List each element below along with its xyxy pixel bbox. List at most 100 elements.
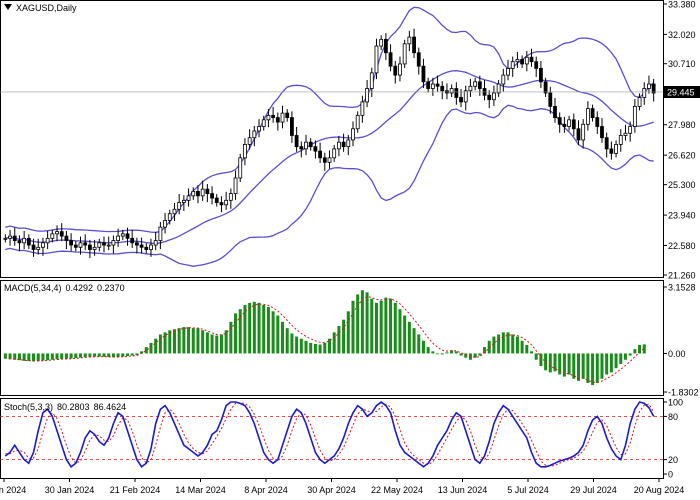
- candle-body: [548, 92, 553, 107]
- macd-histogram-bar: [638, 345, 642, 354]
- macd-histogram-bar: [107, 353, 111, 358]
- candle-body: [515, 59, 520, 63]
- macd-histogram-bar: [313, 343, 317, 354]
- macd-histogram-bar: [506, 332, 510, 354]
- macd-histogram-bar: [111, 353, 115, 358]
- candle-body: [186, 195, 191, 201]
- candle-body: [252, 130, 257, 139]
- macd-histogram-bar: [144, 347, 148, 354]
- x-tick-label: 5 Jul 2024: [507, 485, 549, 495]
- macd-histogram-bar: [304, 340, 308, 354]
- candle-body: [426, 81, 431, 89]
- candle-body: [313, 146, 318, 152]
- stoch-label: Stoch(5,3,3): [4, 402, 54, 412]
- macd-histogram-bar: [483, 347, 487, 354]
- macd-histogram-bar: [182, 327, 186, 354]
- candle-body: [266, 114, 271, 121]
- macd-label: MACD(5,34,4): [4, 283, 62, 293]
- candle-body: [163, 220, 167, 228]
- macd-histogram-bar: [623, 353, 627, 360]
- macd-histogram-bar: [8, 353, 12, 360]
- candle-body: [290, 117, 294, 136]
- candle-body: [41, 242, 45, 248]
- macd-histogram-bar: [318, 344, 322, 354]
- x-tick-label: 8 Apr 2024: [244, 485, 288, 495]
- candle-body: [59, 231, 64, 237]
- macd-histogram-bar: [445, 352, 449, 354]
- candle-body: [158, 226, 163, 241]
- macd-histogram-bar: [548, 353, 552, 373]
- x-tick-label: 22 May 2024: [371, 485, 423, 495]
- macd-histogram-bar: [140, 351, 144, 354]
- macd-histogram-bar: [32, 353, 36, 362]
- macd-histogram-bar: [403, 315, 407, 354]
- candle-body: [257, 126, 261, 132]
- macd-histogram-bar: [55, 353, 59, 360]
- candle-body: [407, 36, 412, 45]
- macd-histogram-bar: [384, 297, 388, 354]
- macd-histogram-bar: [605, 353, 609, 375]
- candle-body: [120, 233, 125, 237]
- candle-body: [200, 188, 205, 197]
- candle-body: [167, 213, 172, 221]
- candle-body: [304, 141, 308, 150]
- candle-body: [374, 45, 379, 74]
- macd-histogram-bar: [121, 353, 125, 357]
- dropdown-triangle-icon[interactable]: [4, 4, 12, 10]
- candle-body: [64, 235, 69, 241]
- candle-body: [600, 126, 604, 139]
- macd-histogram-bar: [64, 353, 68, 359]
- macd-histogram-bar: [539, 353, 543, 367]
- macd-histogram-bar: [262, 304, 266, 354]
- macd-histogram-bar: [93, 353, 97, 357]
- macd-histogram-bar: [351, 300, 355, 354]
- candle-body: [111, 240, 116, 246]
- macd-histogram-bar: [69, 353, 73, 359]
- current-price-label: 29.445: [667, 87, 695, 97]
- macd-histogram-bar: [511, 334, 515, 354]
- macd-tick-label: -1.8302: [668, 388, 699, 398]
- macd-tick-label: 3.1528: [668, 283, 696, 293]
- macd-histogram-bar: [17, 353, 21, 361]
- candle-body: [139, 244, 144, 248]
- bollinger-upper-line: [5, 6, 655, 233]
- macd-histogram-bar: [74, 353, 78, 359]
- macd-histogram-bar: [234, 313, 238, 354]
- candle-body: [642, 88, 647, 98]
- candle-body: [604, 137, 609, 150]
- macd-histogram-bar: [342, 319, 346, 354]
- macd-histogram-bar: [393, 302, 397, 354]
- candle-body: [388, 52, 393, 67]
- stoch-signal-line: [5, 402, 655, 467]
- candle-body: [88, 244, 92, 250]
- macd-value: 0.4292: [65, 283, 94, 293]
- candle-body: [134, 242, 139, 246]
- candle-body: [501, 74, 506, 85]
- price-tick-label: 22.580: [668, 241, 696, 251]
- candle-body: [102, 242, 106, 246]
- macd-histogram-bar: [515, 336, 519, 354]
- candle-body: [73, 244, 78, 248]
- candle-body: [69, 240, 74, 246]
- candle-body: [308, 141, 313, 148]
- macd-histogram-bar: [562, 353, 566, 377]
- candle-body: [553, 106, 557, 118]
- macd-histogram-bar: [266, 307, 270, 354]
- price-tick-label: 26.620: [668, 151, 696, 161]
- stoch-header: Stoch(5,3,3) 80.2803 86.4624: [4, 402, 130, 412]
- candle-body: [205, 188, 210, 195]
- macd-histogram-bar: [196, 328, 200, 354]
- candle-body: [585, 108, 590, 125]
- macd-histogram-bar: [412, 328, 416, 354]
- macd-histogram-bar: [201, 330, 205, 354]
- price-tick-label: 27.980: [668, 120, 696, 130]
- candle-body: [416, 52, 421, 67]
- candle-body: [224, 199, 229, 206]
- price-tick-label: 25.300: [668, 180, 696, 190]
- macd-histogram-bar: [553, 353, 557, 372]
- candle-body: [191, 190, 196, 197]
- macd-histogram-bar: [332, 332, 336, 354]
- stoch-main-line: [4, 400, 655, 468]
- candle-body: [435, 83, 440, 87]
- macd-histogram-bar: [576, 353, 580, 381]
